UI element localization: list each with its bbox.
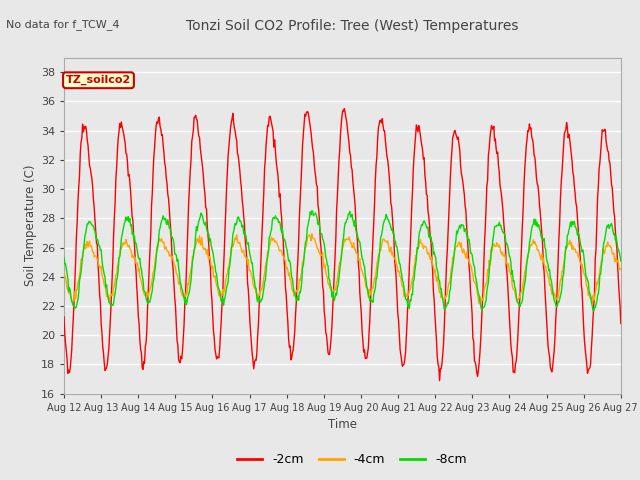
Legend: -2cm, -4cm, -8cm: -2cm, -4cm, -8cm — [232, 448, 472, 471]
Text: Tonzi Soil CO2 Profile: Tree (West) Temperatures: Tonzi Soil CO2 Profile: Tree (West) Temp… — [186, 19, 518, 33]
Y-axis label: Soil Temperature (C): Soil Temperature (C) — [24, 165, 36, 287]
Text: No data for f_TCW_4: No data for f_TCW_4 — [6, 19, 120, 30]
Text: TZ_soilco2: TZ_soilco2 — [66, 75, 131, 85]
X-axis label: Time: Time — [328, 418, 357, 431]
